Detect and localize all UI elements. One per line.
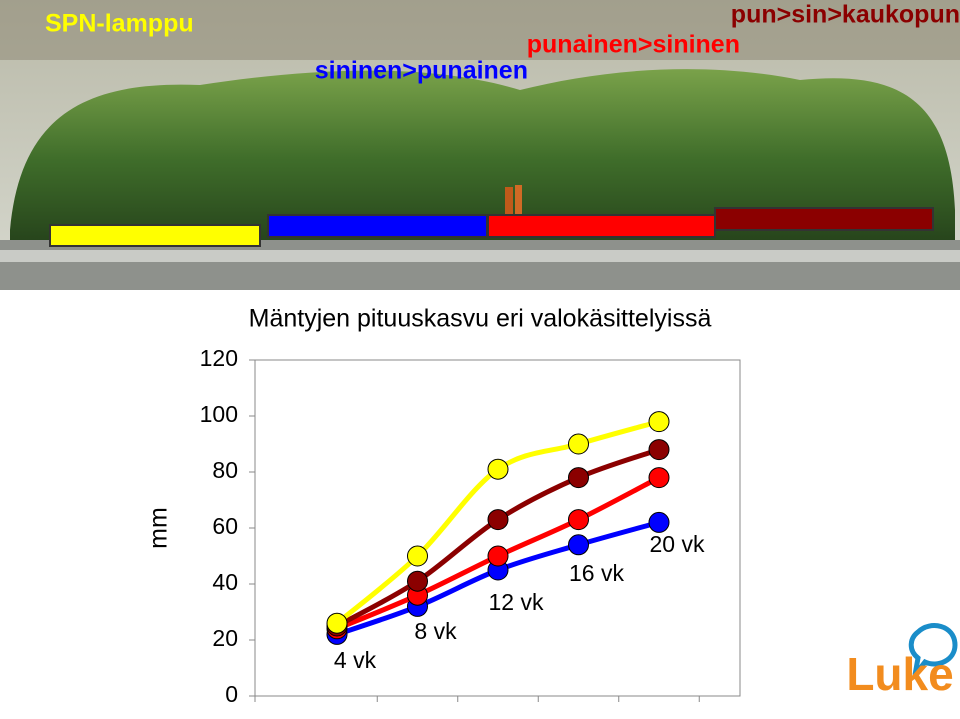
series-label: sininen>punainen: [315, 57, 528, 85]
point: [648, 511, 670, 533]
point: [648, 411, 670, 433]
x-category-label: 20 vk: [650, 531, 705, 557]
point: [407, 545, 428, 567]
luke-logo: Luke: [846, 623, 958, 700]
x-category-label: 12 vk: [489, 589, 544, 615]
y-tick-label: 80: [212, 457, 238, 483]
y-tick-label: 120: [200, 345, 238, 371]
point: [407, 570, 428, 592]
point: [487, 458, 509, 480]
point: [568, 433, 589, 455]
series-label: SPN-lamppu: [45, 10, 194, 38]
point: [648, 467, 670, 489]
y-tick-label: 60: [212, 513, 238, 539]
x-category-label: 4 vk: [334, 647, 377, 673]
photo: [0, 0, 960, 290]
x-category-label: 8 vk: [414, 618, 457, 644]
chart-title: Mäntyjen pituuskasvu eri valokäsittelyis…: [249, 305, 712, 333]
series-label: pun>sin>kaukopun: [731, 1, 960, 29]
point: [568, 509, 589, 531]
y-tick-label: 40: [212, 569, 238, 595]
point: [568, 534, 589, 556]
point: [568, 467, 589, 489]
y-tick-label: 100: [200, 401, 238, 427]
point: [487, 545, 509, 567]
point: [648, 439, 670, 461]
series-label: punainen>sininen: [527, 31, 740, 59]
x-category-label: 16 vk: [569, 560, 624, 586]
y-tick-label: 20: [212, 625, 238, 651]
logo-text: Luke: [846, 648, 953, 700]
y-tick-label: 0: [225, 681, 238, 707]
y-axis-label: mm: [145, 507, 173, 549]
point: [487, 509, 509, 531]
point: [326, 612, 348, 634]
